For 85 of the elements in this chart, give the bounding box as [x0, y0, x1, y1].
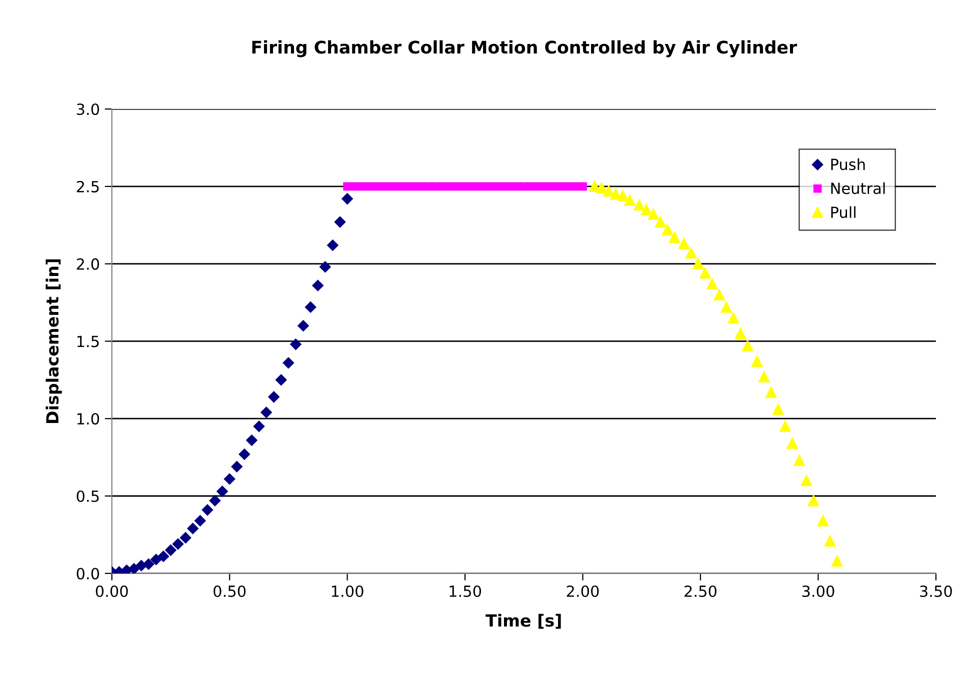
legend-label: Pull [831, 206, 856, 218]
point [298, 320, 309, 332]
point [786, 438, 798, 449]
point [209, 495, 221, 506]
x-tick-label: 2.00 [566, 585, 599, 598]
point [824, 535, 836, 546]
point [714, 289, 725, 300]
point [578, 182, 587, 191]
point [758, 371, 770, 382]
y-tick-label: 1.0 [77, 413, 100, 425]
point [282, 357, 294, 368]
x-tick-label: 2.50 [684, 585, 716, 598]
legend-label: Push [831, 158, 865, 170]
point [320, 261, 331, 273]
point [720, 302, 732, 313]
y-tick-label: 3.0 [76, 103, 100, 116]
legend-label: Neutral [831, 182, 885, 194]
point [231, 460, 242, 472]
point [780, 420, 791, 432]
point [238, 448, 250, 460]
point [772, 404, 784, 415]
point [224, 473, 236, 485]
point [669, 232, 680, 244]
point [268, 391, 280, 403]
point [654, 216, 666, 228]
point [128, 563, 140, 574]
point [817, 515, 828, 526]
point [678, 238, 690, 250]
point [327, 240, 338, 251]
x-axis-title: Time [s] [486, 614, 561, 629]
point [150, 554, 162, 566]
y-tick-label: 2.5 [76, 180, 99, 192]
point [438, 182, 448, 191]
point [700, 268, 711, 279]
point [165, 544, 176, 556]
point [596, 182, 608, 194]
point [216, 486, 228, 497]
point [648, 208, 659, 220]
point [706, 278, 718, 290]
point [334, 216, 346, 228]
point [624, 194, 636, 206]
y-tick-label: 1.5 [77, 336, 99, 348]
point [202, 504, 214, 516]
point [312, 280, 324, 292]
point [794, 454, 805, 466]
y-axis-title: Displacement [in] [46, 259, 62, 424]
y-tick-label: 0.0 [76, 568, 100, 580]
x-tick-label: 3.50 [920, 585, 952, 598]
point [260, 406, 272, 418]
point [304, 302, 316, 313]
point [766, 386, 777, 398]
x-tick-label: 1.50 [450, 585, 482, 598]
point [742, 340, 754, 352]
y-tick-label: 0.5 [76, 490, 99, 502]
point [808, 495, 820, 506]
point [158, 550, 170, 562]
point [253, 420, 265, 432]
point [180, 532, 192, 544]
point [640, 204, 652, 216]
point [603, 186, 614, 197]
point [662, 224, 674, 236]
point [634, 199, 645, 211]
x-tick-label: 1.00 [332, 585, 364, 598]
point [246, 434, 258, 446]
point [831, 555, 843, 567]
point [194, 515, 206, 526]
point [610, 188, 622, 200]
point [342, 193, 353, 204]
point [734, 328, 746, 340]
point [800, 474, 812, 486]
x-tick-label: 3.00 [802, 585, 834, 598]
point [276, 374, 287, 386]
point [751, 356, 763, 367]
x-tick-label: 0.00 [96, 585, 128, 598]
point [142, 558, 154, 570]
point [692, 258, 704, 270]
point [290, 338, 302, 350]
point [686, 247, 697, 259]
point [172, 538, 184, 550]
point [728, 312, 739, 324]
x-tick-label: 0.50 [214, 585, 246, 598]
y-tick-label: 2.0 [76, 258, 100, 270]
chart-title: Firing Chamber Collar Motion Controlled by Air Cylinder [252, 40, 798, 58]
point [617, 190, 628, 202]
point [187, 522, 198, 534]
